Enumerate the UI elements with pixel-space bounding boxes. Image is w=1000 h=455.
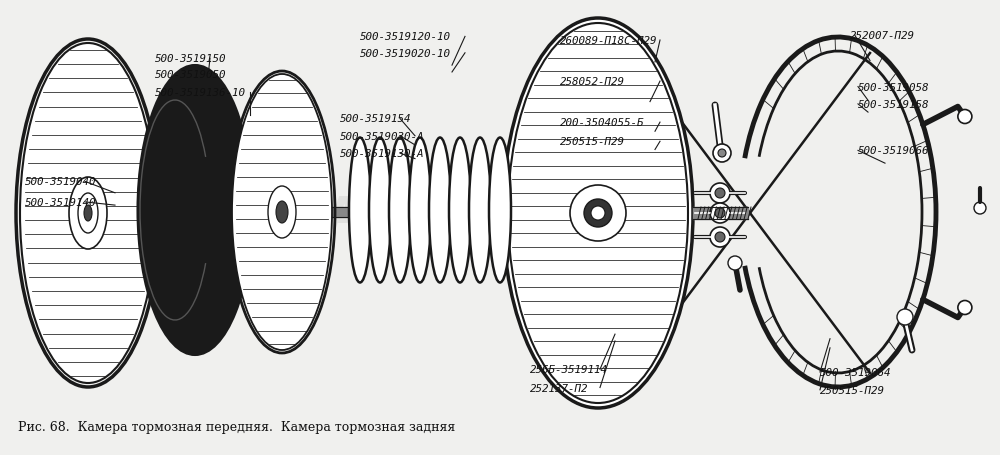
Text: 250515-П29: 250515-П29 <box>560 137 625 147</box>
Ellipse shape <box>232 75 332 350</box>
Text: 500-3519066: 500-3519066 <box>858 146 930 156</box>
Circle shape <box>974 202 986 214</box>
Circle shape <box>584 200 612 228</box>
Circle shape <box>958 110 972 124</box>
Ellipse shape <box>409 138 431 283</box>
Ellipse shape <box>78 193 98 233</box>
Ellipse shape <box>469 138 491 283</box>
Circle shape <box>715 188 725 198</box>
Text: 252007-П29: 252007-П29 <box>850 31 915 41</box>
Ellipse shape <box>503 19 693 408</box>
Text: 260089-П18С-П29: 260089-П18С-П29 <box>560 36 658 46</box>
Text: 500-3519154: 500-3519154 <box>340 114 412 124</box>
Ellipse shape <box>138 66 253 355</box>
Circle shape <box>715 208 725 218</box>
Ellipse shape <box>369 138 391 283</box>
Circle shape <box>713 145 731 162</box>
Circle shape <box>897 309 913 325</box>
Ellipse shape <box>429 138 451 283</box>
Circle shape <box>718 150 726 157</box>
Text: АльфаСнасти: АльфаСнасти <box>327 194 673 237</box>
Text: 252137-П2: 252137-П2 <box>530 383 588 393</box>
Circle shape <box>728 257 742 270</box>
Text: 256Б-3519114: 256Б-3519114 <box>530 364 608 374</box>
Circle shape <box>710 184 730 203</box>
Circle shape <box>958 301 972 315</box>
Circle shape <box>710 203 730 223</box>
Text: 500-3519130-А: 500-3519130-А <box>340 149 425 159</box>
Ellipse shape <box>389 138 411 283</box>
Ellipse shape <box>69 177 107 249</box>
Text: 250515-П29: 250515-П29 <box>820 385 885 395</box>
Text: 258052-П29: 258052-П29 <box>560 77 625 87</box>
Text: Рис. 68.  Камера тормозная передняя.  Камера тормозная задняя: Рис. 68. Камера тормозная передняя. Каме… <box>18 420 455 433</box>
Text: 500-3519120-10: 500-3519120-10 <box>360 32 451 42</box>
Circle shape <box>710 228 730 248</box>
Text: 500-3519136-10: 500-3519136-10 <box>155 87 246 97</box>
Text: 500-3519140: 500-3519140 <box>25 197 97 207</box>
Text: 500-3519050: 500-3519050 <box>155 70 227 80</box>
Ellipse shape <box>349 138 371 283</box>
Text: 500-3519020-10: 500-3519020-10 <box>360 49 451 59</box>
Ellipse shape <box>20 44 156 383</box>
Text: 500-3519158: 500-3519158 <box>858 100 930 110</box>
Ellipse shape <box>489 138 511 283</box>
Ellipse shape <box>276 202 288 223</box>
Text: 200-3504055-Б: 200-3504055-Б <box>560 118 644 128</box>
Text: 500-3519058: 500-3519058 <box>858 82 930 92</box>
Circle shape <box>570 186 626 242</box>
Text: 500-3519030-А: 500-3519030-А <box>340 131 425 142</box>
Text: 500-3519064: 500-3519064 <box>820 367 892 377</box>
Text: 500-3519150: 500-3519150 <box>155 54 227 64</box>
Ellipse shape <box>473 193 487 232</box>
Ellipse shape <box>84 206 92 222</box>
Circle shape <box>591 207 605 221</box>
Ellipse shape <box>449 138 471 283</box>
Text: 500-3519040: 500-3519040 <box>25 177 97 187</box>
Ellipse shape <box>508 24 688 403</box>
Circle shape <box>715 233 725 243</box>
Ellipse shape <box>268 187 296 238</box>
